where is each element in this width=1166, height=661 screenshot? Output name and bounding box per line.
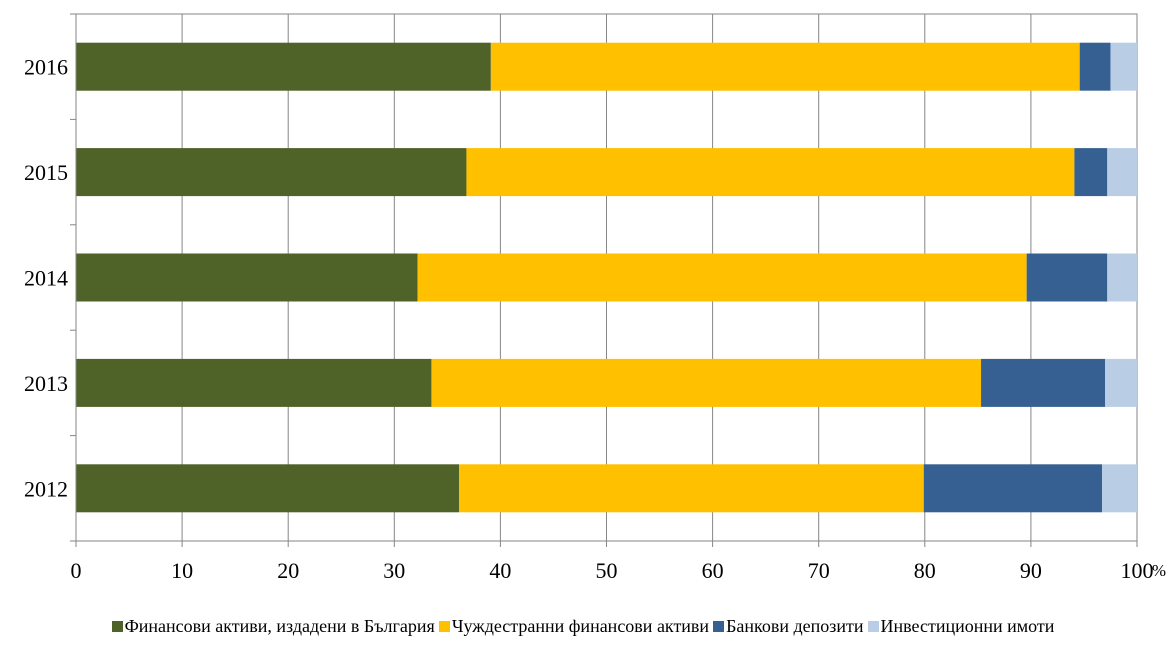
bar-segment (76, 253, 418, 302)
x-tick-label: 80 (914, 558, 936, 583)
x-tick-label: 70 (808, 558, 830, 583)
legend-swatch (438, 621, 450, 632)
legend-swatch (713, 621, 725, 632)
legend-item: Чуждестранни финансови активи (438, 616, 710, 637)
bars (76, 42, 1137, 513)
bar-segment (431, 358, 982, 407)
legend-label: Инвестиционни имоти (880, 616, 1055, 636)
bar-segment (76, 148, 467, 197)
x-tick-label: 90 (1020, 558, 1042, 583)
bar-segment (1105, 358, 1137, 407)
x-tick-label: 10 (171, 558, 193, 583)
legend-label: Финансови активи, издадени в България (124, 616, 435, 636)
y-tick-label: 2013 (24, 371, 68, 396)
bar-segment (490, 42, 1080, 91)
x-tick-label: 60 (702, 558, 724, 583)
axes (70, 13, 1138, 547)
bar-segment (1079, 42, 1111, 91)
y-tick-label: 2015 (24, 160, 68, 185)
x-tick-label: 100 (1121, 558, 1154, 583)
legend-swatch (111, 621, 123, 632)
legend-item: Финансови активи, издадени в България (111, 616, 435, 637)
legend-label: Чуждестранни финансови активи (451, 616, 710, 636)
bar-segment (1110, 42, 1137, 91)
y-tick-labels: 2012 2013 2014 2015 2016 (24, 55, 68, 502)
bar-segment (1101, 464, 1137, 513)
bar-segment (981, 358, 1106, 407)
bar-segment (923, 464, 1102, 513)
legend-item: Инвестиционни имоти (867, 616, 1055, 637)
bar-segment (76, 42, 491, 91)
legend: Финансови активи, издадени в България Чуж… (0, 616, 1166, 637)
bar-segment (1107, 148, 1137, 197)
bar-segment (1107, 253, 1137, 302)
legend-label: Банкови депозити (726, 616, 864, 636)
y-tick-label: 2014 (24, 266, 68, 291)
bar-segment (1074, 148, 1108, 197)
x-tick-label: 20 (277, 558, 299, 583)
unit-label: % (1152, 561, 1166, 580)
x-tick-label: 0 (71, 558, 82, 583)
legend-item: Банкови депозити (713, 616, 864, 637)
bar-segment (466, 148, 1075, 197)
x-tick-labels: 0 10 20 30 40 50 60 70 80 90 100 (71, 558, 1154, 583)
y-tick-label: 2012 (24, 476, 68, 501)
bar-segment (459, 464, 924, 513)
bar-segment (1026, 253, 1108, 302)
bar-segment (417, 253, 1027, 302)
y-tick-label: 2016 (24, 55, 68, 80)
bar-segment (76, 358, 432, 407)
bar-segment (76, 464, 460, 513)
x-tick-label: 50 (596, 558, 618, 583)
x-tick-label: 40 (489, 558, 511, 583)
legend-swatch (867, 621, 879, 632)
x-tick-label: 30 (383, 558, 405, 583)
